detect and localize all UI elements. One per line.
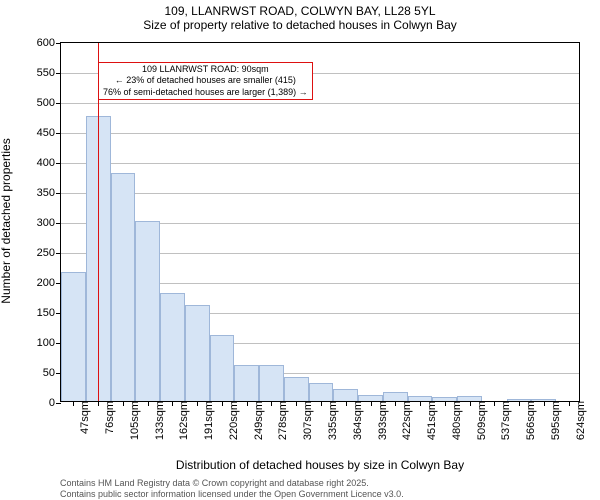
x-tick-label: 451sqm xyxy=(420,401,438,440)
bar xyxy=(160,293,185,401)
bar xyxy=(309,383,334,401)
gridline xyxy=(61,103,579,104)
bar xyxy=(61,272,86,401)
titles: 109, LLANRWST ROAD, COLWYN BAY, LL28 5YL… xyxy=(0,4,600,33)
y-tick-mark xyxy=(56,43,61,44)
footer-line1: Contains HM Land Registry data © Crown c… xyxy=(60,478,404,489)
plot-area: 05010015020025030035040045050055060047sq… xyxy=(60,42,580,402)
bar xyxy=(210,335,235,401)
footer: Contains HM Land Registry data © Crown c… xyxy=(60,478,404,500)
bar xyxy=(383,392,408,401)
x-tick-label: 537sqm xyxy=(494,401,512,440)
annotation-line: 76% of semi-detached houses are larger (… xyxy=(103,87,308,98)
x-tick-label: 47sqm xyxy=(73,401,91,434)
y-tick-mark xyxy=(56,253,61,254)
x-tick-label: 509sqm xyxy=(470,401,488,440)
x-tick-label: 249sqm xyxy=(247,401,265,440)
y-tick-mark xyxy=(56,193,61,194)
bar xyxy=(185,305,210,401)
x-tick-label: 307sqm xyxy=(296,401,314,440)
bar xyxy=(333,389,358,401)
bar xyxy=(259,365,284,401)
x-tick-label: 220sqm xyxy=(222,401,240,440)
y-axis-label: Number of detached properties xyxy=(0,41,13,401)
bar xyxy=(234,365,259,401)
x-tick-label: 191sqm xyxy=(197,401,215,440)
x-tick-label: 335sqm xyxy=(321,401,339,440)
chart-title: 109, LLANRWST ROAD, COLWYN BAY, LL28 5YL xyxy=(0,4,600,18)
bar xyxy=(284,377,309,401)
footer-line2: Contains public sector information licen… xyxy=(60,489,404,500)
annotation-box: 109 LLANRWST ROAD: 90sqm← 23% of detache… xyxy=(98,62,313,100)
x-tick-label: 76sqm xyxy=(98,401,116,434)
x-tick-label: 364sqm xyxy=(346,401,364,440)
chart-container: 109, LLANRWST ROAD, COLWYN BAY, LL28 5YL… xyxy=(0,0,600,500)
y-tick-mark xyxy=(56,163,61,164)
gridline xyxy=(61,133,579,134)
x-tick-label: 133sqm xyxy=(148,401,166,440)
x-axis-label: Distribution of detached houses by size … xyxy=(60,458,580,472)
bar xyxy=(135,221,160,401)
x-tick-label: 480sqm xyxy=(445,401,463,440)
x-tick-label: 624sqm xyxy=(569,401,587,440)
gridline xyxy=(61,193,579,194)
x-tick-label: 105sqm xyxy=(123,401,141,440)
y-tick-mark xyxy=(56,403,61,404)
x-tick-label: 162sqm xyxy=(172,401,190,440)
y-tick-mark xyxy=(56,223,61,224)
gridline xyxy=(61,163,579,164)
bar xyxy=(111,173,136,401)
y-tick-mark xyxy=(56,103,61,104)
x-tick-label: 566sqm xyxy=(519,401,537,440)
annotation-line: 109 LLANRWST ROAD: 90sqm xyxy=(103,64,308,75)
y-tick-mark xyxy=(56,133,61,134)
chart-subtitle: Size of property relative to detached ho… xyxy=(0,18,600,32)
y-tick-mark xyxy=(56,73,61,74)
x-tick-label: 595sqm xyxy=(544,401,562,440)
x-tick-label: 278sqm xyxy=(271,401,289,440)
x-tick-label: 422sqm xyxy=(395,401,413,440)
x-tick-label: 393sqm xyxy=(371,401,389,440)
annotation-line: ← 23% of detached houses are smaller (41… xyxy=(103,75,308,86)
